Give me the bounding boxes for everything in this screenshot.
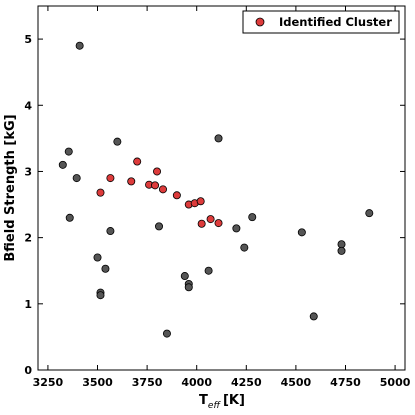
cluster-point (96, 188, 105, 197)
cluster-point (158, 185, 167, 194)
background-point (180, 272, 189, 281)
cluster-point (151, 181, 160, 190)
plot-area (37, 5, 406, 371)
x-tick-label: 3250 (33, 376, 64, 389)
cluster-point (106, 174, 115, 183)
legend-box (242, 10, 400, 34)
y-tick-label: 4 (24, 99, 32, 112)
y-tick-label: 2 (24, 232, 32, 245)
x-axis-title: Teff [K] (199, 393, 245, 411)
background-point (184, 283, 193, 292)
y-tick-label: 1 (24, 298, 32, 311)
x-axis-ticks: 3250 3500 3750 4000 4250 4500 4750 5000 (33, 6, 411, 389)
legend-marker-cluster (255, 17, 265, 27)
background-point (240, 243, 249, 252)
cluster-point (133, 157, 142, 166)
background-point (248, 213, 257, 222)
x-tick-label: 3750 (132, 376, 163, 389)
background-point (204, 266, 213, 275)
cluster-point (172, 191, 181, 200)
x-axis-title-unit: [K] (223, 393, 245, 408)
background-point (113, 137, 122, 146)
cluster-point (127, 177, 136, 186)
cluster-point (206, 215, 215, 224)
background-point (58, 160, 67, 169)
background-point (337, 240, 346, 249)
y-tick-label: 3 (24, 165, 32, 178)
x-tick-label: 4500 (281, 376, 312, 389)
cluster-point (197, 219, 206, 228)
cluster-point (214, 219, 223, 228)
background-point (106, 227, 115, 236)
background-point (155, 222, 164, 231)
background-point (75, 41, 84, 50)
background-point (101, 264, 110, 273)
x-tick-label: 4750 (330, 376, 361, 389)
background-point (96, 291, 105, 300)
y-tick-label: 0 (24, 364, 32, 377)
background-point (365, 209, 374, 218)
background-point (65, 213, 74, 222)
background-point (337, 246, 346, 255)
background-point (232, 224, 241, 233)
cluster-point (153, 167, 162, 176)
background-point (309, 312, 318, 321)
background-point (214, 134, 223, 143)
x-tick-label: 4250 (231, 376, 262, 389)
x-axis-title-subscript: eff (208, 401, 222, 411)
y-axis-ticks: 0 1 2 3 4 5 (24, 33, 405, 377)
background-point (297, 228, 306, 237)
background-point (72, 174, 81, 183)
background-point (93, 253, 102, 262)
background-point (162, 329, 171, 338)
x-tick-label: 5000 (380, 376, 411, 389)
x-tick-label: 4000 (181, 376, 212, 389)
y-axis-title: Bfield Strength [kG] (3, 114, 18, 261)
legend: Identified Cluster (242, 10, 400, 34)
data-points (58, 41, 374, 338)
cluster-point (196, 197, 205, 206)
x-tick-label: 3500 (82, 376, 113, 389)
background-point (64, 147, 73, 156)
legend-label-cluster: Identified Cluster (279, 15, 392, 29)
x-axis-title-main: T (199, 393, 208, 408)
y-tick-label: 5 (24, 33, 32, 46)
